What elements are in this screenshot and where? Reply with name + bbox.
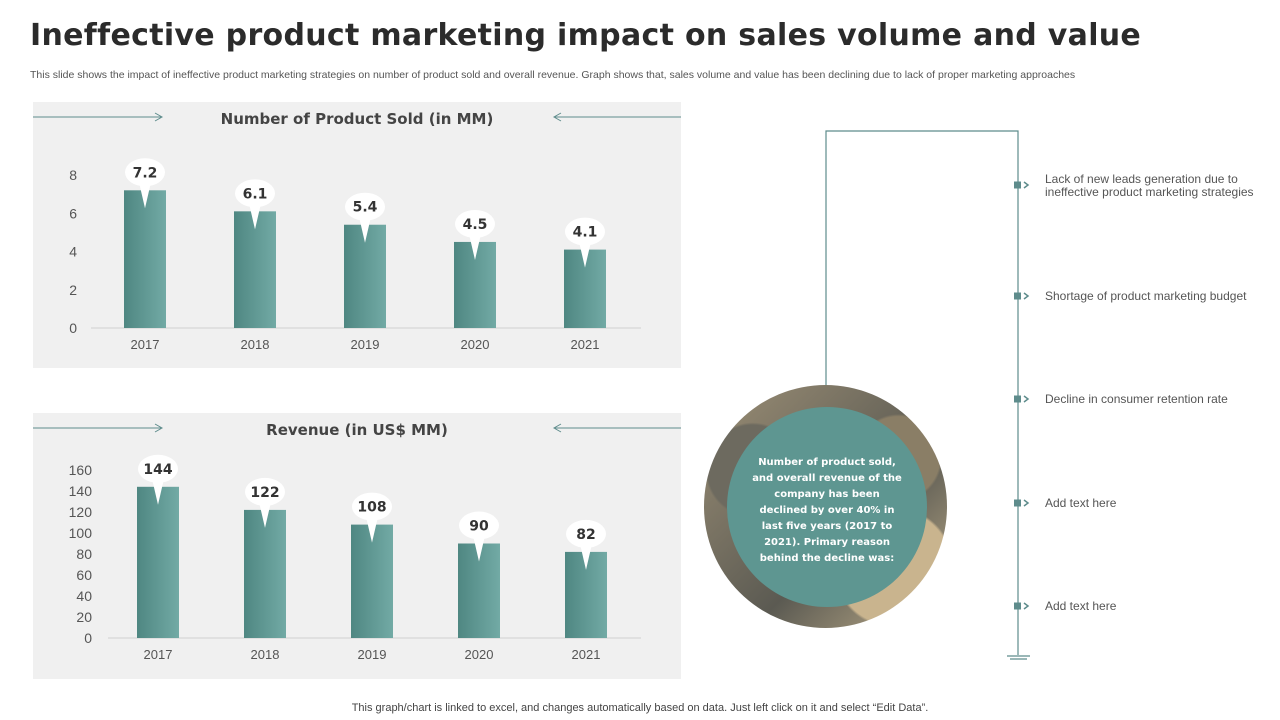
data-label: 6.1 [243, 186, 268, 202]
marker-chevron-1 [1023, 181, 1030, 189]
data-label-pointer [473, 535, 485, 562]
title-arrow-left-head [154, 112, 164, 122]
product-sold-chart-panel[interactable]: 8 6 4 2 0 7.2 2017 6.1 2018 5.4 2019 4.5 2020 4.1 2021… [33, 102, 681, 368]
marker-chevron-2 [1023, 292, 1030, 300]
bar-2018 [234, 211, 276, 328]
data-label-bubble [138, 454, 178, 483]
page-subtitle: This slide shows the impact of ineffecti… [30, 69, 1076, 81]
data-label-pointer [469, 233, 481, 260]
summary-circle [727, 407, 927, 607]
product-sold-chart-title: Number of Product Sold (in MM) [220, 110, 494, 128]
summary-text: Number of product sold, and overall reve… [752, 457, 902, 564]
bar-2017 [137, 486, 179, 638]
data-label-bubble [352, 492, 392, 521]
y-tick-label: 40 [76, 588, 92, 604]
data-label-bubble [455, 209, 495, 238]
marker-chevron-4 [1023, 499, 1030, 507]
page-title: Ineffective product marketing impact on … [30, 18, 1142, 53]
title-arrow-right-head [552, 112, 562, 122]
data-label-pointer [249, 203, 261, 230]
data-label: 4.5 [463, 217, 488, 233]
marker-chevron-3 [1023, 395, 1030, 403]
revenue-chart[interactable]: 160 140 120 100 80 60 40 20 0 144 2017 122 2018 108 20… [33, 413, 681, 679]
data-label: 7.2 [133, 165, 158, 181]
bar-2019 [351, 524, 393, 638]
y-tick-label: 8 [69, 167, 77, 183]
revenue-chart-panel[interactable]: 160 140 120 100 80 60 40 20 0 144 2017 122 2018 108 20… [33, 413, 681, 679]
x-tick-label: 2020 [461, 337, 490, 352]
marker-square-4 [1014, 499, 1021, 507]
marker-square-3 [1014, 395, 1021, 403]
reason-item-2[interactable]: Shortage of product marketing budget [1045, 289, 1247, 303]
y-tick-label: 2 [69, 282, 77, 298]
product-sold-chart[interactable]: 8 6 4 2 0 7.2 2017 6.1 2018 5.4 2019 4.5 2020 4.1 2021 [33, 102, 681, 368]
data-label: 5.4 [353, 200, 378, 216]
title-arrow-left-head [154, 423, 164, 433]
data-label-pointer [139, 182, 151, 209]
y-tick-label: 6 [69, 205, 77, 221]
data-label-bubble [125, 158, 165, 187]
data-label: 90 [469, 519, 489, 535]
data-label: 122 [250, 485, 279, 501]
reason-item-1[interactable]: Lack of new leads generation due to inef… [1045, 172, 1254, 199]
y-tick-label: 0 [84, 630, 92, 646]
y-tick-label: 20 [76, 609, 92, 625]
marker-square-5 [1014, 602, 1021, 610]
data-label-pointer [359, 216, 371, 243]
x-tick-label: 2017 [131, 337, 160, 352]
marker-chevron-5 [1023, 602, 1030, 610]
x-tick-label: 2018 [251, 647, 280, 662]
data-label-bubble [459, 511, 499, 540]
data-label-pointer [152, 478, 164, 505]
x-tick-label: 2019 [358, 647, 387, 662]
y-tick-label: 140 [69, 483, 93, 499]
x-tick-label: 2020 [465, 647, 494, 662]
bar-2018 [244, 509, 286, 638]
x-tick-label: 2017 [144, 647, 173, 662]
y-tick-label: 0 [69, 320, 77, 336]
data-label-pointer [580, 543, 592, 570]
reason-item-3[interactable]: Decline in consumer retention rate [1045, 392, 1228, 406]
marker-square-1 [1014, 181, 1021, 189]
x-tick-label: 2019 [351, 337, 380, 352]
data-label: 82 [576, 527, 595, 543]
data-label-bubble [245, 477, 285, 506]
x-tick-label: 2021 [571, 337, 600, 352]
marker-square-2 [1014, 292, 1021, 300]
data-label: 108 [357, 500, 386, 516]
reason-item-4[interactable]: Add text here [1045, 496, 1117, 510]
revenue-chart-title: Revenue (in US$ MM) [266, 421, 448, 439]
reason-item-5[interactable]: Add text here [1045, 599, 1117, 613]
data-label-bubble [235, 179, 275, 208]
data-label: 144 [143, 462, 172, 478]
data-label: 4.1 [573, 225, 598, 241]
footer-note: This graph/chart is linked to excel, and… [351, 702, 929, 714]
data-label-bubble [565, 217, 605, 246]
y-tick-label: 160 [69, 462, 93, 478]
x-tick-label: 2021 [572, 647, 601, 662]
data-label-pointer [579, 241, 591, 268]
y-tick-label: 100 [69, 525, 93, 541]
data-label-bubble [345, 192, 385, 221]
y-tick-label: 80 [76, 546, 92, 562]
x-tick-label: 2018 [241, 337, 270, 352]
y-tick-label: 60 [76, 567, 92, 583]
y-tick-label: 4 [69, 244, 77, 260]
y-tick-label: 120 [69, 504, 93, 520]
data-label-bubble [566, 519, 606, 548]
bar-2017 [124, 190, 166, 328]
title-arrow-right-head [552, 423, 562, 433]
data-label-pointer [366, 516, 378, 543]
data-label-pointer [259, 501, 271, 528]
